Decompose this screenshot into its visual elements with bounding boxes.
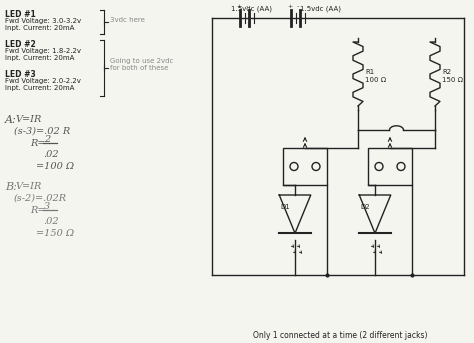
Text: D2: D2 <box>360 204 370 210</box>
Text: +: + <box>237 4 242 9</box>
Text: =100 Ω: =100 Ω <box>36 162 74 171</box>
Text: R2
150 Ω: R2 150 Ω <box>442 69 463 83</box>
Text: R=: R= <box>30 139 46 148</box>
Text: R1
100 Ω: R1 100 Ω <box>365 69 386 83</box>
Text: B:: B: <box>5 182 17 192</box>
Text: Going to use 2vdc
for both of these: Going to use 2vdc for both of these <box>110 59 173 71</box>
Text: Fwd Voltage: 3.0-3.2v: Fwd Voltage: 3.0-3.2v <box>5 18 81 24</box>
Text: LED #2: LED #2 <box>5 40 36 49</box>
Text: -: - <box>297 4 299 9</box>
Text: 3vdc here: 3vdc here <box>110 17 145 23</box>
Text: LED #1: LED #1 <box>5 10 36 19</box>
Text: Inpt. Current: 20mA: Inpt. Current: 20mA <box>5 55 74 61</box>
Text: -: - <box>246 4 248 9</box>
Text: A:: A: <box>5 115 17 125</box>
Text: V=IR: V=IR <box>16 182 42 191</box>
Text: V=IR: V=IR <box>16 115 42 124</box>
Text: +: + <box>287 4 292 9</box>
Text: (s-2)=.02R: (s-2)=.02R <box>14 194 67 203</box>
Text: R=: R= <box>30 206 46 215</box>
Text: Only 1 connected at a time (2 different jacks): Only 1 connected at a time (2 different … <box>253 331 427 340</box>
Text: D1: D1 <box>280 204 290 210</box>
Text: Inpt. Current: 20mA: Inpt. Current: 20mA <box>5 85 74 91</box>
Bar <box>283 148 327 185</box>
Text: 1.5vdc (AA): 1.5vdc (AA) <box>301 6 341 12</box>
Text: 1.5vdc (AA): 1.5vdc (AA) <box>231 6 273 12</box>
Text: 3: 3 <box>44 202 50 211</box>
Text: .02: .02 <box>43 150 59 159</box>
Text: Inpt. Current: 20mA: Inpt. Current: 20mA <box>5 25 74 31</box>
Text: =150 Ω: =150 Ω <box>36 229 74 238</box>
Text: 2: 2 <box>44 135 50 144</box>
Text: Fwd Voltage: 2.0-2.2v: Fwd Voltage: 2.0-2.2v <box>5 78 81 84</box>
Text: LED #3: LED #3 <box>5 70 36 79</box>
Text: (s-3)=.02 R: (s-3)=.02 R <box>14 127 70 136</box>
Text: Fwd Voltage: 1.8-2.2v: Fwd Voltage: 1.8-2.2v <box>5 48 81 54</box>
Bar <box>368 148 412 185</box>
Text: .02: .02 <box>43 217 59 226</box>
